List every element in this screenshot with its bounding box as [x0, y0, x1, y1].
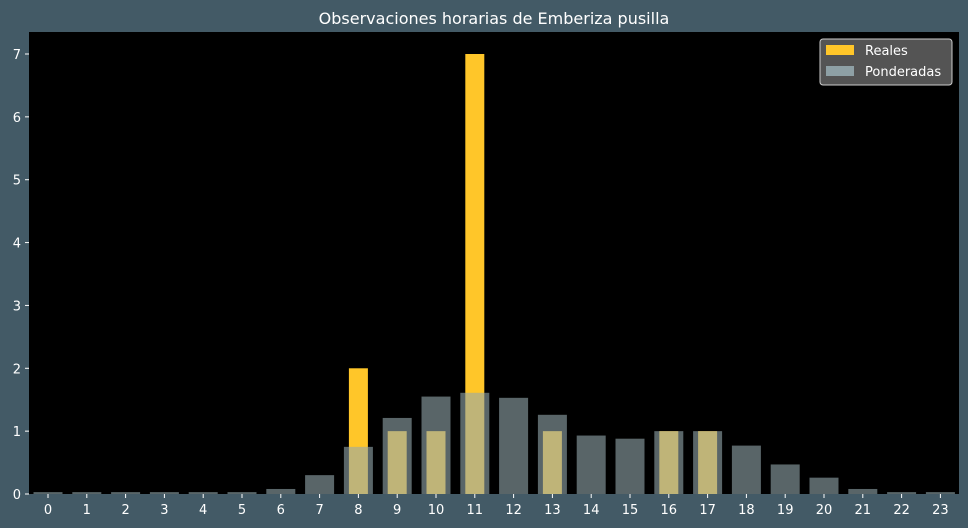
bar-ponderadas-hour-18	[731, 445, 761, 494]
bar-ponderadas-hour-16	[654, 431, 684, 494]
x-tick-label: 17	[699, 503, 716, 518]
x-axis: 0 1 2 3 4 5 6 7 8 9 10 11 12 13 14 15 16 17 18 19 20 21 22 23	[44, 494, 949, 518]
x-tick-label: 0	[44, 503, 52, 518]
x-tick-label: 5	[238, 503, 246, 518]
bar-ponderadas-hour-1	[72, 492, 102, 494]
bar-ponderadas-hour-0	[33, 492, 63, 494]
x-tick-label: 1	[83, 503, 91, 518]
x-tick-label: 19	[777, 503, 794, 518]
series-ponderadas	[33, 392, 955, 494]
y-tick-label: 0	[13, 488, 21, 503]
bar-ponderadas-hour-19	[770, 464, 800, 494]
bar-reales-hour-11	[465, 54, 485, 494]
x-tick-label: 9	[393, 503, 401, 518]
bar-ponderadas-hour-22	[887, 492, 917, 494]
bar-ponderadas-hour-9	[382, 417, 412, 494]
y-tick-label: 7	[13, 48, 21, 63]
x-tick-label: 16	[661, 503, 678, 518]
x-tick-label: 6	[277, 503, 285, 518]
bar-ponderadas-hour-5	[227, 492, 257, 494]
legend-label-reales: Reales	[865, 44, 908, 59]
legend-swatch-reales	[826, 45, 854, 55]
x-tick-label: 3	[160, 503, 168, 518]
bar-ponderadas-hour-14	[576, 435, 606, 494]
legend: Reales Ponderadas	[819, 38, 953, 86]
x-tick-label: 13	[544, 503, 561, 518]
bar-ponderadas-hour-11	[460, 392, 490, 494]
x-tick-label: 11	[467, 503, 484, 518]
chart-title: Observaciones horarias de Emberiza pusil…	[319, 9, 670, 28]
y-tick-label: 5	[13, 174, 21, 189]
bar-ponderadas-hour-2	[111, 492, 141, 494]
y-tick-label: 3	[13, 299, 21, 314]
x-tick-label: 7	[315, 503, 323, 518]
plot-area	[29, 32, 959, 494]
bar-ponderadas-hour-23	[925, 492, 955, 494]
y-tick-label: 2	[13, 362, 21, 377]
x-tick-label: 14	[583, 503, 600, 518]
y-tick-label: 4	[13, 237, 21, 252]
bar-ponderadas-hour-12	[499, 397, 529, 494]
bar-ponderadas-hour-8	[343, 446, 373, 494]
legend-label-ponderadas: Ponderadas	[865, 65, 941, 80]
legend-swatch-ponderadas	[826, 66, 854, 76]
x-tick-label: 12	[505, 503, 522, 518]
bar-ponderadas-hour-13	[537, 414, 567, 494]
bar-ponderadas-hour-20	[809, 477, 839, 494]
bar-ponderadas-hour-15	[615, 438, 645, 494]
bar-ponderadas-hour-4	[188, 492, 218, 494]
y-tick-label: 1	[13, 425, 21, 440]
bar-ponderadas-hour-6	[266, 488, 296, 494]
x-tick-label: 2	[121, 503, 129, 518]
x-tick-label: 22	[893, 503, 910, 518]
y-axis: 0 1 2 3 4 5 6 7	[13, 48, 29, 503]
x-tick-label: 8	[354, 503, 362, 518]
x-tick-label: 18	[738, 503, 755, 518]
bar-ponderadas-hour-21	[848, 488, 878, 494]
y-tick-label: 6	[13, 111, 21, 126]
x-tick-label: 23	[932, 503, 949, 518]
x-tick-label: 10	[428, 503, 445, 518]
bar-ponderadas-hour-17	[693, 431, 723, 494]
x-tick-label: 20	[816, 503, 833, 518]
x-tick-label: 15	[622, 503, 639, 518]
x-tick-label: 4	[199, 503, 207, 518]
x-tick-label: 21	[855, 503, 872, 518]
bar-ponderadas-hour-3	[149, 492, 179, 494]
bar-ponderadas-hour-10	[421, 396, 451, 494]
bar-ponderadas-hour-7	[305, 475, 335, 494]
